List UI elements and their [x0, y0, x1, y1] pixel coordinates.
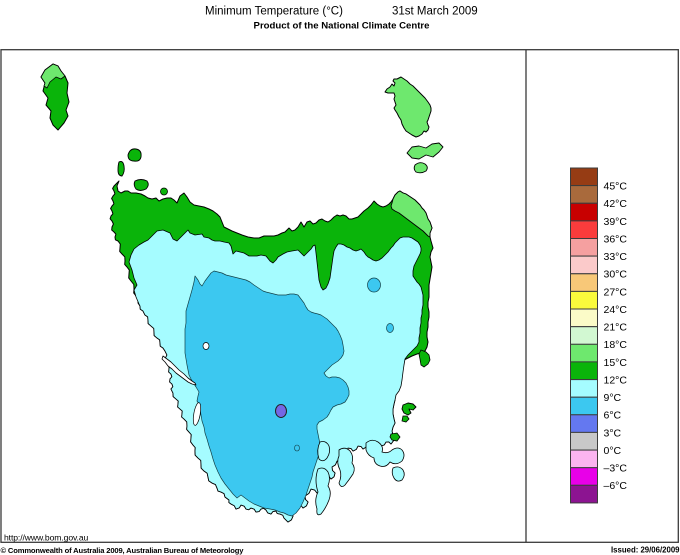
svg-text:21°C: 21°C: [604, 322, 628, 334]
svg-text:45°C: 45°C: [604, 181, 628, 193]
svg-text:0°C: 0°C: [604, 445, 622, 457]
svg-text:http://www.bom.gov.au: http://www.bom.gov.au: [4, 533, 89, 543]
svg-text:–3°C: –3°C: [604, 463, 628, 475]
svg-text:6°C: 6°C: [604, 410, 622, 422]
svg-text:© Commonwealth of Australia 20: © Commonwealth of Australia 2009, Austra…: [1, 546, 245, 555]
svg-text:–6°C: –6°C: [604, 480, 628, 492]
svg-text:3°C: 3°C: [604, 427, 622, 439]
svg-text:31st March 2009: 31st March 2009: [392, 6, 478, 18]
svg-text:12°C: 12°C: [604, 375, 628, 387]
svg-text:27°C: 27°C: [604, 286, 628, 298]
svg-text:30°C: 30°C: [604, 269, 628, 281]
svg-text:18°C: 18°C: [604, 339, 628, 351]
svg-text:36°C: 36°C: [604, 233, 628, 245]
svg-text:24°C: 24°C: [604, 304, 628, 316]
svg-text:9°C: 9°C: [604, 392, 622, 404]
svg-text:Product of the National Climat: Product of the National Climate Centre: [254, 21, 430, 32]
svg-text:Minimum Temperature (°C): Minimum Temperature (°C): [205, 6, 343, 18]
svg-text:Issued: 29/06/2009: Issued: 29/06/2009: [611, 546, 680, 555]
svg-text:42°C: 42°C: [604, 198, 628, 210]
svg-text:39°C: 39°C: [604, 216, 628, 228]
svg-text:33°C: 33°C: [604, 251, 628, 263]
svg-text:15°C: 15°C: [604, 357, 628, 369]
